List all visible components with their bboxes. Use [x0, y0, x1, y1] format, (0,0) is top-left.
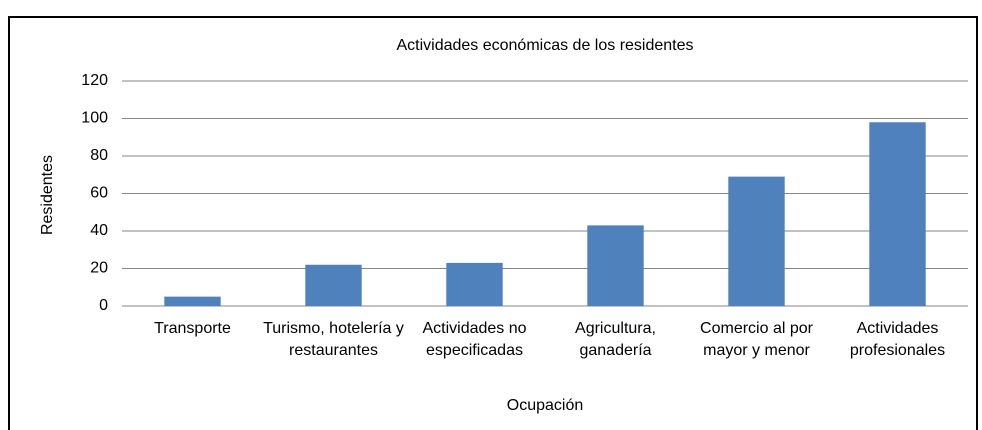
x-tick-label: Transporte [154, 320, 231, 337]
y-tick-label: 80 [90, 147, 108, 164]
y-tick-label: 40 [90, 222, 108, 239]
bar [728, 176, 785, 306]
y-tick-label: 100 [81, 110, 108, 127]
x-tick-label: Actividades profesionales [849, 320, 946, 359]
x-tick-label: Turismo, hotelería y restaurantes [263, 320, 404, 359]
bar [164, 296, 221, 306]
y-tick-label: 20 [90, 260, 108, 277]
x-tick-label-box: Actividades profesionales [849, 320, 946, 359]
y-axis-label: Residentes [39, 155, 56, 235]
x-axis-label: Ocupación [507, 397, 584, 414]
bar [305, 264, 362, 306]
x-tick-label-box: Turismo, hotelería y restaurantes [263, 320, 404, 359]
chart-frame [8, 16, 978, 430]
x-tick-label-box: Comercio al por mayor y menor [700, 320, 813, 359]
x-tick-label: Agricultura, ganadería [575, 320, 656, 359]
x-tick-label: Comercio al por mayor y menor [700, 320, 813, 359]
bar [587, 225, 644, 306]
x-tick-label-box: Transporte [154, 320, 231, 337]
y-tick-label: 120 [81, 72, 108, 89]
y-tick-label: 60 [90, 185, 108, 202]
y-tick-label: 0 [99, 297, 108, 314]
bar [446, 262, 503, 306]
x-tick-label: Actividades no especificadas [422, 320, 527, 359]
x-tick-label-box: Agricultura, ganadería [575, 320, 656, 359]
bar [869, 122, 926, 306]
chart-title: Actividades económicas de los residentes [396, 37, 693, 54]
x-tick-label-box: Actividades no especificadas [422, 320, 527, 359]
